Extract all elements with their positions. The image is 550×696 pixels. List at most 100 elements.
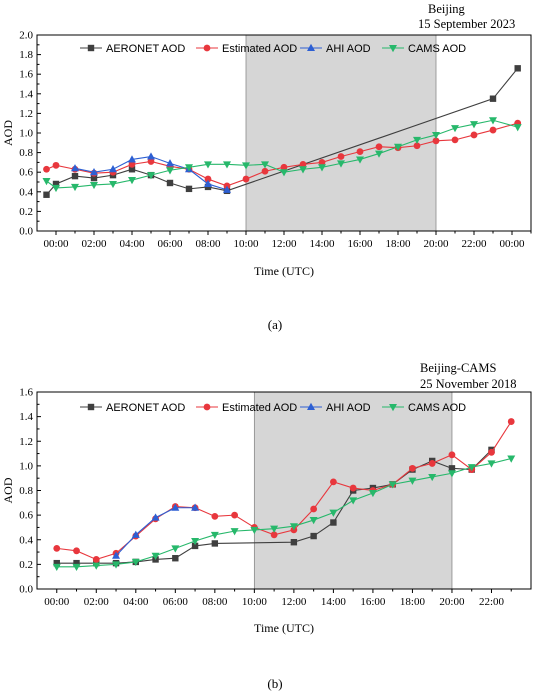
shaded-time-band xyxy=(245,34,437,232)
legend-marker xyxy=(389,404,397,412)
x-tick-label: 06:00 xyxy=(157,238,183,250)
data-point xyxy=(92,556,100,563)
y-tick-label: 0.2 xyxy=(19,206,33,218)
legend-label: CAMS AOD xyxy=(408,402,466,414)
x-tick-label: 08:00 xyxy=(195,238,221,250)
series-ahi-aod xyxy=(112,503,200,559)
data-point xyxy=(514,65,521,72)
data-point xyxy=(270,531,278,539)
y-tick-label: 1.6 xyxy=(19,69,33,81)
x-tick-label: 18:00 xyxy=(400,596,426,608)
data-point xyxy=(488,448,495,456)
data-point xyxy=(223,185,231,193)
series-ahi-aod xyxy=(71,152,231,193)
data-point xyxy=(290,539,298,546)
data-point xyxy=(310,505,318,513)
y-tick-label: 1.0 xyxy=(19,460,33,472)
data-point xyxy=(337,160,345,168)
series-cams-aod xyxy=(42,117,522,193)
data-point xyxy=(242,162,250,170)
data-point xyxy=(71,164,79,172)
y-tick-label: 0.0 xyxy=(19,226,33,238)
data-point xyxy=(432,137,440,145)
x-tick-label: 08:00 xyxy=(202,596,228,608)
data-point xyxy=(72,563,81,572)
legend: AERONET AOD Estimated AOD AHI AOD CAMS AOD xyxy=(80,43,466,55)
data-point xyxy=(310,532,317,540)
y-axis-label: AOD xyxy=(1,120,15,146)
x-tick-label: 20:00 xyxy=(423,238,449,250)
data-point xyxy=(299,160,307,168)
data-point xyxy=(151,552,160,560)
data-point xyxy=(71,172,79,180)
data-point xyxy=(432,131,440,140)
legend-label: AHI AOD xyxy=(326,402,371,414)
data-point xyxy=(185,164,193,172)
data-point xyxy=(330,519,337,526)
data-point xyxy=(128,166,136,173)
data-point xyxy=(349,497,358,505)
data-point xyxy=(261,167,269,175)
data-point xyxy=(53,544,61,552)
data-point xyxy=(413,136,421,145)
x-tick-label: 12:00 xyxy=(271,238,297,250)
panel-label: (b) xyxy=(267,676,282,691)
data-point xyxy=(171,545,180,553)
location-date-annotation: 15 September 2023 xyxy=(418,17,515,31)
data-point xyxy=(507,418,515,425)
data-point xyxy=(52,184,60,193)
data-point xyxy=(90,181,98,190)
legend-marker xyxy=(87,44,95,52)
chart-panel-b: 0.0 0.2 0.4 0.6 0.8 1.0 1.2 1.4 1.6 00:00 02:00 04:… xyxy=(1,361,532,691)
data-point xyxy=(211,512,219,520)
legend-marker xyxy=(87,403,95,411)
data-point xyxy=(349,484,357,492)
data-point xyxy=(166,159,174,167)
x-axis-label: Time (UTC) xyxy=(254,264,314,278)
legend-marker xyxy=(203,403,211,411)
y-tick-label: 1.6 xyxy=(19,387,33,399)
data-point xyxy=(375,150,383,158)
panel-label: (a) xyxy=(268,317,282,332)
data-point xyxy=(90,168,98,176)
data-point xyxy=(489,95,497,102)
data-point xyxy=(513,124,522,132)
y-tick-label: 0.6 xyxy=(19,167,33,179)
data-point xyxy=(318,164,326,172)
legend-label: CAMS AOD xyxy=(408,43,466,55)
data-point xyxy=(147,152,155,160)
data-point xyxy=(230,528,239,536)
x-tick-label: 14:00 xyxy=(309,238,335,250)
data-point xyxy=(191,542,199,550)
data-point xyxy=(447,470,456,478)
data-point xyxy=(289,523,298,531)
y-tick-label: 0.4 xyxy=(19,186,33,198)
data-point xyxy=(470,131,478,139)
data-point xyxy=(90,174,98,182)
legend-label: Estimated AOD xyxy=(222,402,297,414)
x-tick-label: 20:00 xyxy=(439,596,465,608)
data-point xyxy=(507,455,516,463)
data-point xyxy=(270,525,279,533)
data-point xyxy=(191,537,200,546)
data-point xyxy=(73,547,80,555)
x-tick-label: 04:00 xyxy=(119,238,145,250)
location-date-annotation: Beijing xyxy=(428,2,466,16)
y-tick-label: 1.0 xyxy=(19,128,33,140)
x-tick-label: 02:00 xyxy=(84,596,110,608)
location-date-annotation: Beijing-CAMS xyxy=(420,361,496,375)
data-point xyxy=(131,558,140,567)
data-point xyxy=(128,177,136,185)
legend: AERONET AOD Estimated AOD AHI AOD CAMS AOD xyxy=(80,402,466,414)
x-tick-label: 22:00 xyxy=(479,596,505,608)
data-point xyxy=(409,464,416,472)
data-point xyxy=(448,465,456,472)
data-point xyxy=(368,489,377,498)
x-tick-label: 00:00 xyxy=(43,238,69,250)
y-tick-label: 0.0 xyxy=(19,584,33,596)
legend-marker xyxy=(307,402,315,410)
data-point xyxy=(242,175,250,183)
data-point xyxy=(231,511,239,519)
data-point xyxy=(204,179,212,187)
chart-panel-a: 0.0 0.2 0.4 0.6 0.8 1.0 1.2 1.4 1.6 1.8 2.0 00:00 02… xyxy=(1,2,532,332)
